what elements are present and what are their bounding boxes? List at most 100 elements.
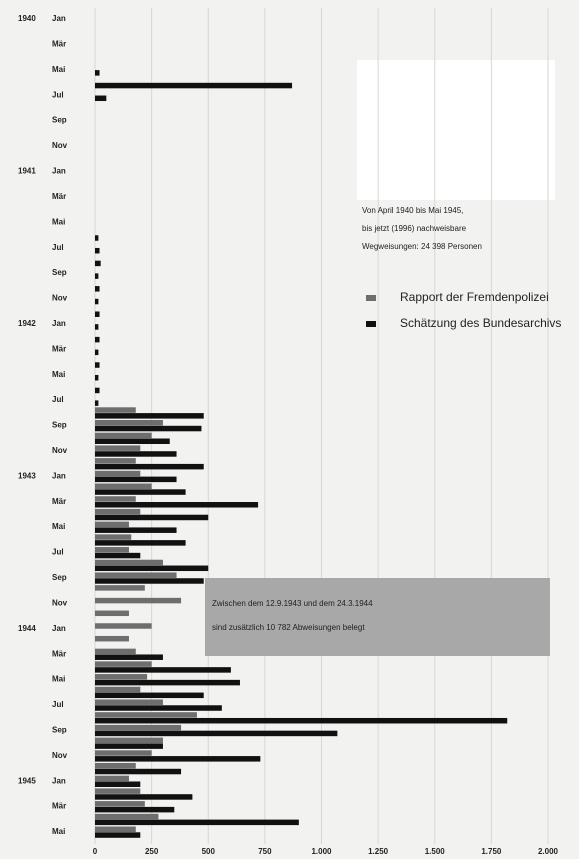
bar: [95, 336, 100, 343]
bar: [95, 750, 152, 756]
bar: [95, 534, 132, 540]
bar: [95, 445, 141, 451]
bar: [95, 578, 204, 584]
y-tick-label: Mai: [52, 370, 65, 379]
x-tick-label: 1.250: [368, 847, 389, 856]
y-tick-label: Jan: [52, 14, 66, 23]
bar: [95, 826, 136, 832]
y-tick-label: Jul: [52, 243, 64, 252]
bar: [95, 82, 293, 89]
x-tick-label: 1.750: [481, 847, 502, 856]
legend-swatch: [366, 321, 376, 327]
bar: [95, 311, 100, 317]
y-tick-label: Sep: [52, 573, 67, 582]
legend-label: Schätzung des Bundesarchivs: [400, 316, 561, 330]
bar: [95, 737, 163, 744]
annotation-box: [357, 60, 555, 200]
bar: [95, 705, 222, 711]
annotation-text: bis jetzt (1996) nachweisbare: [362, 224, 467, 233]
bar: [95, 762, 136, 769]
x-tick-label: 1.500: [425, 847, 446, 856]
y-tick-label: Jul: [52, 395, 64, 404]
bar: [95, 463, 204, 470]
bar: [95, 514, 209, 521]
y-tick-label: Jan: [52, 776, 66, 785]
y-tick-label: Mär: [52, 802, 66, 811]
y-tick-label: Jul: [52, 548, 64, 557]
x-tick-label: 0: [93, 847, 98, 856]
bar: [95, 559, 163, 566]
annotation-text: Zwischen dem 12.9.1943 und dem 24.3.1944: [212, 599, 373, 608]
bar: [95, 775, 129, 782]
y-tick-label: Nov: [52, 141, 68, 150]
legend-swatch: [366, 295, 376, 301]
x-tick-label: 250: [145, 847, 159, 856]
y-tick-label: Nov: [52, 446, 68, 455]
bar: [95, 730, 338, 737]
bar: [95, 648, 136, 655]
bar: [95, 432, 152, 439]
annotation-text: Wegweisungen: 24 398 Personen: [362, 242, 482, 251]
bar: [95, 540, 186, 546]
bar: [95, 324, 99, 330]
bar: [95, 508, 141, 515]
bar: [95, 801, 145, 807]
y-tick-label: Mär: [52, 649, 66, 658]
bar: [95, 247, 100, 254]
year-label: 1940: [18, 14, 36, 23]
y-tick-label: Jan: [52, 471, 66, 480]
bar: [95, 470, 141, 477]
bar: [95, 235, 99, 241]
bar: [95, 413, 204, 419]
bar: [95, 781, 141, 787]
bar: [95, 832, 141, 838]
bar: [95, 572, 177, 578]
y-tick-label: Sep: [52, 725, 67, 734]
y-tick-label: Jan: [52, 167, 66, 176]
bar: [95, 674, 148, 680]
bar: [95, 374, 99, 381]
bar: [95, 635, 129, 642]
bar: [95, 521, 129, 528]
bar: [95, 458, 136, 464]
bar: [95, 724, 182, 731]
bar: [95, 610, 129, 617]
bar: [95, 819, 299, 826]
bar: [95, 788, 141, 794]
bar: [95, 438, 170, 445]
bar: [95, 70, 100, 76]
bar: [95, 502, 259, 508]
bar: [95, 273, 99, 279]
bar: [95, 489, 186, 495]
x-tick-label: 500: [202, 847, 216, 856]
bar: [95, 407, 136, 413]
bar: [95, 476, 177, 483]
year-label: 1945: [18, 776, 36, 785]
bar: [95, 349, 99, 356]
y-tick-label: Jul: [52, 90, 64, 99]
bar: [95, 743, 163, 749]
bar: [95, 686, 141, 693]
y-tick-label: Mai: [52, 522, 65, 531]
y-tick-label: Nov: [52, 598, 68, 607]
y-tick-label: Mär: [52, 344, 66, 353]
bar: [95, 420, 163, 426]
bar: [95, 712, 197, 718]
annotation-text: sind zusätzlich 10 782 Abweisungen beleg…: [212, 623, 365, 632]
bar: [95, 451, 177, 457]
annotation-gray-box: [205, 578, 550, 656]
bar: [95, 387, 100, 394]
bar: [95, 699, 163, 705]
y-tick-label: Sep: [52, 268, 67, 277]
y-tick-label: Mai: [52, 217, 65, 226]
year-label: 1942: [18, 319, 36, 328]
bar: [95, 260, 101, 267]
bar: [95, 527, 177, 533]
bar: [95, 483, 152, 490]
bar: [95, 400, 99, 406]
bar: [95, 552, 141, 559]
bar: [95, 667, 231, 673]
y-tick-label: Sep: [52, 421, 67, 430]
bar: [95, 679, 240, 686]
